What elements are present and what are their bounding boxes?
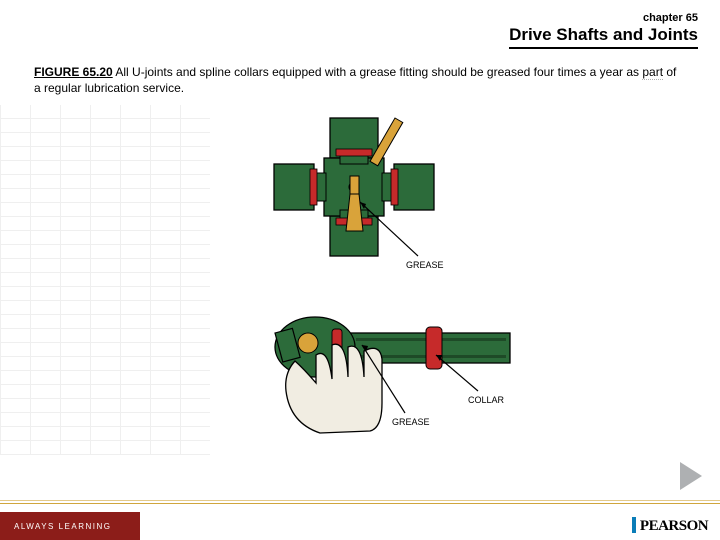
grease-callout-bottom: GREASE (392, 417, 430, 427)
caption-dotted-word: part (642, 65, 663, 80)
grease-callout-top: GREASE (406, 260, 444, 270)
footer-mid (140, 512, 620, 540)
chapter-number-label: chapter 65 (509, 12, 698, 24)
spline-collar-diagram: GREASE COLLAR (275, 317, 510, 433)
footer-left-banner: ALWAYS LEARNING (0, 512, 140, 540)
figure-label: FIGURE 65.20 (34, 65, 113, 79)
pearson-bar-icon (632, 517, 636, 533)
figure-illustration: GREASE GREASE COLLAR (200, 108, 520, 448)
pearson-text: PEARSON (640, 518, 708, 534)
chapter-header: chapter 65 Drive Shafts and Joints (509, 12, 698, 49)
next-slide-arrow-icon[interactable] (680, 462, 702, 490)
footer-left-text: ALWAYS LEARNING (14, 522, 111, 531)
caption-text-1: All U-joints and spline collars equipped… (113, 65, 643, 79)
chapter-title: Drive Shafts and Joints (509, 25, 698, 49)
pearson-logo: PEARSON (632, 517, 708, 535)
footer-brand: PEARSON (620, 512, 720, 540)
collar-callout: COLLAR (468, 395, 505, 405)
background-watermark (0, 105, 210, 455)
footer: ALWAYS LEARNING PEARSON (0, 504, 720, 540)
figure-caption: FIGURE 65.20 All U-joints and spline col… (34, 64, 686, 96)
u-joint-cross-diagram: GREASE (274, 118, 444, 270)
